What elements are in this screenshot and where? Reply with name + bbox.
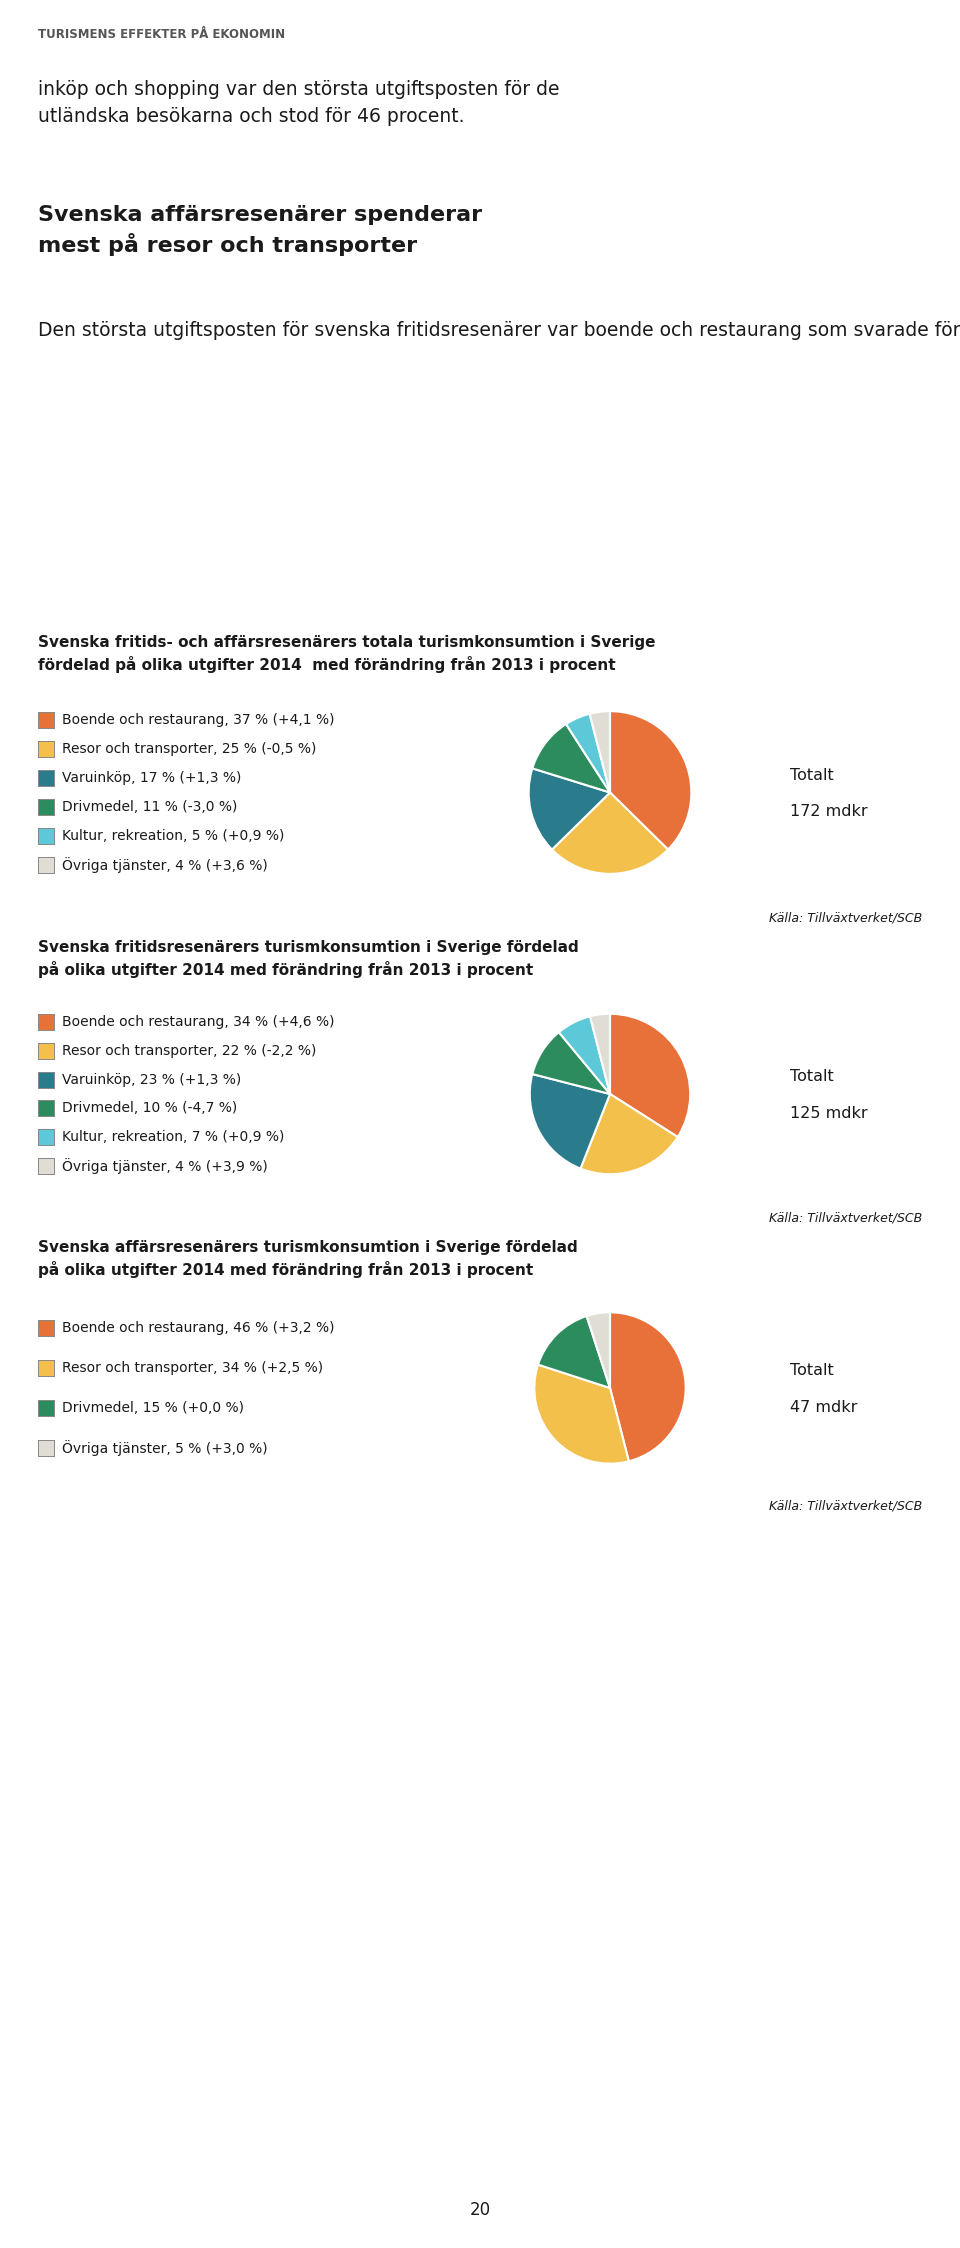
Text: Totalt: Totalt — [790, 767, 833, 782]
Text: Övriga tjänster, 4 % (+3,6 %): Övriga tjänster, 4 % (+3,6 %) — [62, 856, 268, 874]
Text: 125 mdkr: 125 mdkr — [790, 1106, 868, 1122]
Text: Varuinköp, 23 % (+1,3 %): Varuinköp, 23 % (+1,3 %) — [62, 1072, 241, 1086]
Text: Övriga tjänster, 4 % (+3,9 %): Övriga tjänster, 4 % (+3,9 %) — [62, 1158, 268, 1173]
Wedge shape — [535, 1365, 629, 1463]
Text: Kultur, rekreation, 5 % (+0,9 %): Kultur, rekreation, 5 % (+0,9 %) — [62, 830, 284, 843]
Text: Boende och restaurang, 46 % (+3,2 %): Boende och restaurang, 46 % (+3,2 %) — [62, 1322, 334, 1335]
Wedge shape — [532, 724, 610, 794]
Wedge shape — [590, 1014, 610, 1095]
Wedge shape — [552, 794, 668, 874]
Wedge shape — [610, 1313, 685, 1461]
Wedge shape — [581, 1095, 678, 1173]
Text: Kultur, rekreation, 7 % (+0,9 %): Kultur, rekreation, 7 % (+0,9 %) — [62, 1131, 284, 1144]
Text: 47 mdkr: 47 mdkr — [790, 1401, 857, 1414]
Text: Svenska fritids- och affärsresenärers totala turismkonsumtion i Sverige
fördelad: Svenska fritids- och affärsresenärers to… — [38, 634, 656, 672]
Text: Den största utgiftsposten för svenska fritidsresenärer var boende och restaurang: Den största utgiftsposten för svenska fr… — [38, 317, 960, 339]
Text: Varuinköp, 17 % (+1,3 %): Varuinköp, 17 % (+1,3 %) — [62, 771, 241, 785]
Text: Svenska affärsresenärer spenderar
mest på resor och transporter: Svenska affärsresenärer spenderar mest p… — [38, 205, 482, 256]
Wedge shape — [589, 710, 610, 794]
Text: 172 mdkr: 172 mdkr — [790, 805, 868, 821]
Text: Svenska fritidsresenärers turismkonsumtion i Sverige fördelad
på olika utgifter : Svenska fritidsresenärers turismkonsumti… — [38, 940, 579, 978]
Text: Svenska affärsresenärers turismkonsumtion i Sverige fördelad
på olika utgifter 2: Svenska affärsresenärers turismkonsumtio… — [38, 1241, 578, 1277]
Text: Källa: Tillväxtverket/SCB: Källa: Tillväxtverket/SCB — [769, 910, 922, 924]
Text: Boende och restaurang, 37 % (+4,1 %): Boende och restaurang, 37 % (+4,1 %) — [62, 713, 334, 726]
Wedge shape — [610, 710, 691, 850]
Text: Drivmedel, 11 % (-3,0 %): Drivmedel, 11 % (-3,0 %) — [62, 800, 237, 814]
Text: Drivmedel, 10 % (-4,7 %): Drivmedel, 10 % (-4,7 %) — [62, 1102, 237, 1115]
Wedge shape — [587, 1313, 610, 1387]
Text: Resor och transporter, 22 % (-2,2 %): Resor och transporter, 22 % (-2,2 %) — [62, 1043, 317, 1059]
Wedge shape — [530, 1075, 610, 1169]
Text: Övriga tjänster, 5 % (+3,0 %): Övriga tjänster, 5 % (+3,0 %) — [62, 1441, 268, 1457]
Text: Resor och transporter, 34 % (+2,5 %): Resor och transporter, 34 % (+2,5 %) — [62, 1360, 324, 1376]
Wedge shape — [532, 1032, 610, 1095]
Wedge shape — [566, 715, 610, 794]
Text: Resor och transporter, 25 % (-0,5 %): Resor och transporter, 25 % (-0,5 %) — [62, 742, 317, 755]
Text: Totalt: Totalt — [790, 1070, 833, 1084]
Text: TURISMENS EFFEKTER PÅ EKONOMIN: TURISMENS EFFEKTER PÅ EKONOMIN — [38, 27, 285, 40]
Wedge shape — [610, 1014, 690, 1137]
Wedge shape — [559, 1016, 610, 1095]
Wedge shape — [538, 1315, 610, 1387]
Text: inköp och shopping var den största utgiftsposten för de
utländska besökarna och : inköp och shopping var den största utgif… — [38, 81, 560, 126]
Text: Boende och restaurang, 34 % (+4,6 %): Boende och restaurang, 34 % (+4,6 %) — [62, 1016, 334, 1030]
Text: Totalt: Totalt — [790, 1362, 833, 1378]
Text: 20: 20 — [469, 2201, 491, 2219]
Text: Källa: Tillväxtverket/SCB: Källa: Tillväxtverket/SCB — [769, 1212, 922, 1225]
Text: Källa: Tillväxtverket/SCB: Källa: Tillväxtverket/SCB — [769, 1499, 922, 1513]
Wedge shape — [529, 769, 610, 850]
Text: Drivmedel, 15 % (+0,0 %): Drivmedel, 15 % (+0,0 %) — [62, 1401, 244, 1414]
